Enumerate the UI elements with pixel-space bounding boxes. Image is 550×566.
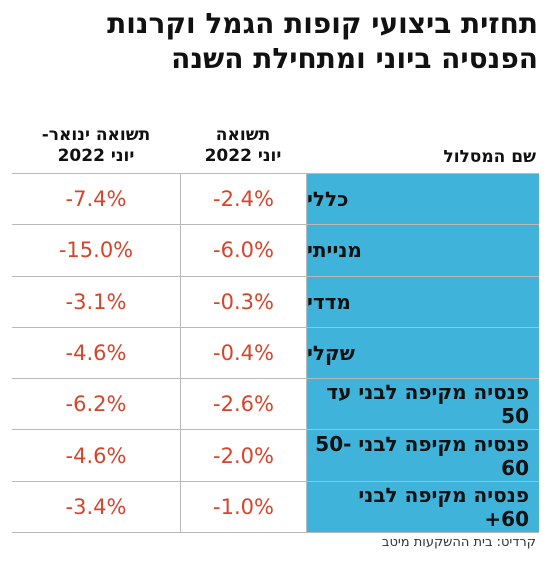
june-return-cell: -1.0% [180,481,306,533]
june-return-cell: -0.3% [180,276,306,327]
credit-line: קרדיט: בית ההשקעות מיטב [381,535,536,550]
column-header-june-line-1: תשואה [215,125,271,145]
column-header-june-line-2: יוני 2022 [204,146,282,166]
ytd-return-cell: -6.2% [65,392,127,417]
column-header-june: תשואה יוני 2022 [180,125,306,167]
track-name-cell: שקלי [306,327,539,379]
june-return-cell: -2.4% [180,174,306,225]
returns-table: -7.4% -2.4% כללי -15.0% -6.0% מנייתי -3.… [12,173,539,534]
ytd-return-cell: -3.4% [65,494,127,519]
ytd-return-cell: -15.0% [58,238,134,263]
track-name-cell: פנסיה מקיפה לבני עד 50 [306,379,539,430]
june-return-cell: -2.0% [180,430,306,481]
ytd-return-cell: -7.4% [65,187,127,212]
track-name-cell: כללי [306,174,539,225]
table-row: -3.1% -0.3% מדדי [12,276,539,328]
june-return-cell: -6.0% [180,225,306,276]
title-line-2: הפנסיה ביוני ומתחילת השנה [171,42,538,75]
june-return-cell: -0.4% [180,327,306,379]
track-name-cell: פנסיה מקיפה לבני 60+ [306,481,539,533]
track-name-cell: מנייתי [306,225,539,276]
table-row: -7.4% -2.4% כללי [12,174,539,226]
june-return-cell: -2.6% [180,379,306,430]
track-name-cell: פנסיה מקיפה לבני 50-60 [306,430,539,481]
column-header-ytd-line-1: תשואה ינואר- [41,125,151,145]
column-header-ytd: תשואה ינואר- יוני 2022 [12,125,180,167]
ytd-return-cell: -4.6% [65,443,127,468]
table-row: -15.0% -6.0% מנייתי [12,225,539,277]
ytd-return-cell: -3.1% [65,289,127,314]
table-row: -3.4% -1.0% פנסיה מקיפה לבני 60+ [12,481,539,534]
column-header-name-label: שם המסלול [443,147,536,167]
table-row: -6.2% -2.6% פנסיה מקיפה לבני עד 50 [12,379,539,431]
page-title: תחזית ביצועי קופות הגמל וקרנות הפנסיה בי… [8,6,538,76]
title-line-1: תחזית ביצועי קופות הגמל וקרנות [107,7,538,40]
table-row: -4.6% -0.4% שקלי [12,327,539,380]
column-header-ytd-line-2: יוני 2022 [57,146,135,166]
ytd-return-cell: -4.6% [65,341,127,366]
table-row: -4.6% -2.0% פנסיה מקיפה לבני 50-60 [12,430,539,482]
track-name-cell: מדדי [306,276,539,327]
column-header-name: שם המסלול [306,147,536,168]
